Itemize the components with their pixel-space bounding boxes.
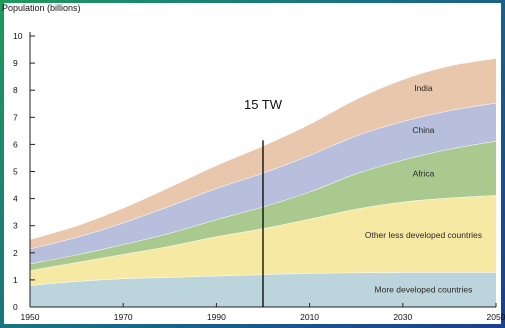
series-label: Other less developed countries (365, 230, 482, 240)
series-label: More developed countries (375, 285, 473, 295)
y-tick-label: 4 (13, 194, 18, 204)
y-tick-label: 10 (13, 31, 23, 41)
y-tick-label: 5 (13, 167, 18, 177)
y-tick-label: 3 (13, 221, 18, 231)
x-tick-label: 2050 (487, 312, 505, 322)
y-tick-label: 8 (13, 85, 18, 95)
x-tick-label: 1970 (114, 312, 133, 322)
y-tick-label: 9 (13, 58, 18, 68)
area-africa (30, 140, 496, 271)
series-label: China (412, 125, 434, 135)
y-tick-label: 0 (13, 302, 18, 312)
y-tick-label: 1 (13, 275, 18, 285)
y-axis-label: Population (billions) (2, 3, 81, 13)
y-tick-label: 7 (13, 112, 18, 122)
x-tick-label: 2010 (300, 312, 319, 322)
y-tick-label: 2 (13, 248, 18, 258)
x-tick-label: 1990 (207, 312, 226, 322)
x-tick-label: 1950 (21, 312, 40, 322)
series-label: Africa (413, 168, 435, 178)
x-tick-label: 2030 (393, 312, 412, 322)
series-label: India (414, 83, 433, 93)
y-tick-label: 6 (13, 139, 18, 149)
annotation-label: 15 TW (244, 97, 283, 112)
